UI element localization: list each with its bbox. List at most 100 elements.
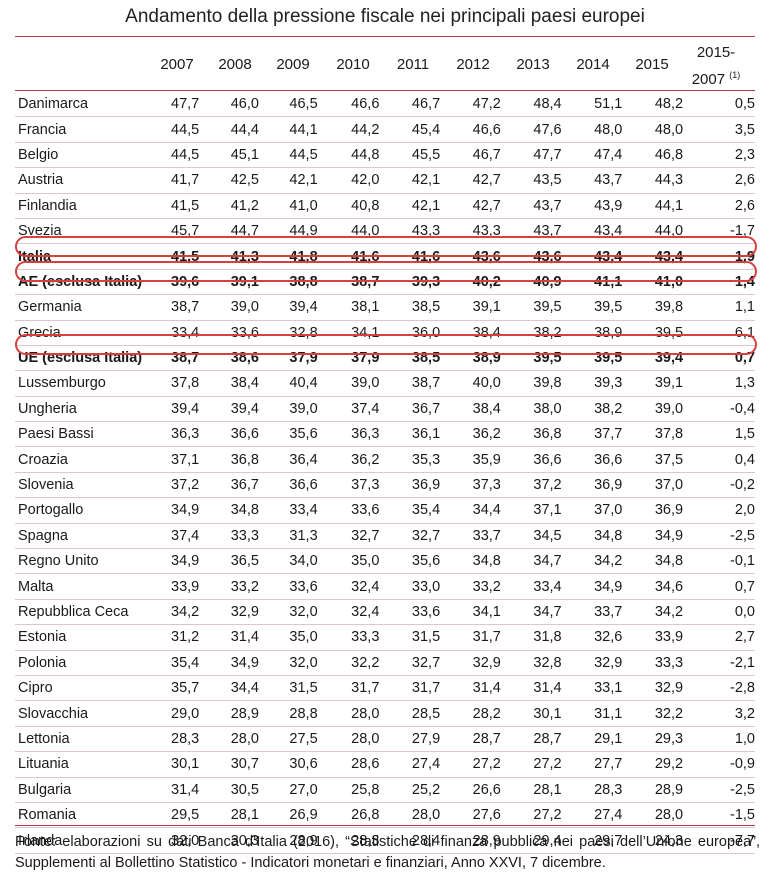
value-cell: 35,7 bbox=[143, 675, 200, 702]
country-cell: Bulgaria bbox=[15, 777, 144, 803]
value-cell: 44,0 bbox=[622, 218, 684, 245]
value-cell: 32,6 bbox=[561, 624, 623, 651]
value-cell: 39,4 bbox=[199, 396, 259, 423]
value-cell: 32,2 bbox=[622, 700, 684, 727]
year-header: 2015 bbox=[635, 56, 669, 73]
value-cell: 29,5 bbox=[143, 802, 200, 829]
value-cell: 30,7 bbox=[199, 751, 259, 778]
diff-cell: 0,5 bbox=[683, 92, 755, 118]
table-row: Lettonia 28,3 28,0 27,5 28,0 27,9 28,7 28,7 29,1… bbox=[15, 726, 755, 753]
country-cell: Francia bbox=[15, 116, 144, 143]
data-table: Danimarca 47,7 46,0 46,5 46,6 46,7 47,2 48,4 51,… bbox=[15, 92, 755, 854]
value-cell: 31,4 bbox=[199, 624, 259, 651]
value-cell: 46,8 bbox=[622, 142, 684, 169]
country-cell: Malta bbox=[15, 573, 144, 600]
country-cell: Estonia bbox=[15, 624, 144, 651]
value-cell: 36,2 bbox=[440, 421, 501, 448]
table-row: Lussemburgo 37,8 38,4 40,4 39,0 38,7 40,0 39,8 3… bbox=[15, 370, 755, 397]
country-cell: Cipro bbox=[15, 675, 144, 702]
table-row: Germania 38,7 39,0 39,4 38,1 38,5 39,1 39,5 39,5… bbox=[15, 294, 755, 321]
value-cell: 36,8 bbox=[500, 421, 562, 448]
value-cell: 42,0 bbox=[317, 167, 380, 194]
value-cell: 39,0 bbox=[199, 294, 259, 321]
value-cell: 38,1 bbox=[317, 294, 380, 321]
value-cell: 42,1 bbox=[379, 167, 441, 194]
value-cell: 36,1 bbox=[379, 421, 441, 448]
value-cell: 27,9 bbox=[379, 726, 441, 753]
value-cell: 31,1 bbox=[561, 700, 623, 727]
value-cell: 33,3 bbox=[199, 523, 259, 550]
value-cell: 38,4 bbox=[199, 370, 259, 397]
value-cell: 44,7 bbox=[199, 218, 259, 245]
value-cell: 32,4 bbox=[317, 573, 380, 600]
value-cell: 34,2 bbox=[143, 599, 200, 626]
value-cell: 39,8 bbox=[622, 294, 684, 321]
value-cell: 36,6 bbox=[500, 446, 562, 473]
country-cell: Repubblica Ceca bbox=[15, 599, 144, 626]
highlight-oval-ue bbox=[15, 334, 757, 355]
value-cell: 45,4 bbox=[379, 116, 441, 143]
value-cell: 43,3 bbox=[440, 218, 501, 245]
value-cell: 42,7 bbox=[440, 193, 501, 219]
diff-header-line2: 2007 (1) bbox=[691, 70, 741, 88]
diff-cell: 1,5 bbox=[683, 421, 755, 448]
value-cell: 31,4 bbox=[500, 675, 562, 702]
value-cell: 41,5 bbox=[143, 193, 200, 219]
country-cell: Slovenia bbox=[15, 472, 144, 499]
value-cell: 30,5 bbox=[199, 777, 259, 803]
value-cell: 32,0 bbox=[258, 650, 318, 676]
value-cell: 39,3 bbox=[561, 370, 623, 397]
diff-cell: 6,1 bbox=[683, 320, 755, 346]
value-cell: 33,7 bbox=[561, 599, 623, 626]
diff-cell: 0,7 bbox=[683, 573, 755, 600]
value-cell: 39,1 bbox=[440, 294, 501, 321]
value-cell: 38,4 bbox=[440, 396, 501, 423]
value-cell: 27,2 bbox=[500, 751, 562, 778]
value-cell: 29,7 bbox=[561, 827, 623, 854]
value-cell: 48,0 bbox=[622, 116, 684, 143]
value-cell: 43,7 bbox=[561, 167, 623, 194]
value-cell: 36,6 bbox=[199, 421, 259, 448]
value-cell: 36,6 bbox=[258, 472, 318, 499]
value-cell: 44,4 bbox=[199, 116, 259, 143]
value-cell: 42,5 bbox=[199, 167, 259, 194]
value-cell: 39,5 bbox=[622, 320, 684, 346]
table-row: Cipro 35,7 34,4 31,5 31,7 31,7 31,4 31,4 33,1 32,… bbox=[15, 675, 755, 702]
diff-cell: 0,7 bbox=[683, 345, 755, 372]
diff-cell: -0,1 bbox=[683, 548, 755, 575]
value-cell: 34,8 bbox=[622, 548, 684, 575]
diff-cell: -1,5 bbox=[683, 802, 755, 829]
value-cell: 39,1 bbox=[622, 370, 684, 397]
value-cell: 28,9 bbox=[622, 777, 684, 803]
value-cell: 30,6 bbox=[258, 751, 318, 778]
value-cell: 33,1 bbox=[561, 675, 623, 702]
year-header: 2010 bbox=[336, 56, 370, 73]
value-cell: 44,8 bbox=[317, 142, 380, 169]
value-cell: 37,0 bbox=[561, 497, 623, 524]
year-header: 2014 bbox=[576, 56, 610, 73]
country-cell: Romania bbox=[15, 802, 144, 829]
value-cell: 35,4 bbox=[143, 650, 200, 676]
value-cell: 34,1 bbox=[440, 599, 501, 626]
value-cell: 46,5 bbox=[258, 92, 318, 118]
value-cell: 37,1 bbox=[143, 446, 200, 473]
value-cell: 28,8 bbox=[258, 700, 318, 727]
value-cell: 43,5 bbox=[500, 167, 562, 194]
table-row: Bulgaria 31,4 30,5 27,0 25,8 25,2 26,6 28,1 28,3… bbox=[15, 777, 755, 803]
value-cell: 44,0 bbox=[317, 218, 380, 245]
value-cell: 37,8 bbox=[622, 421, 684, 448]
table-title: Andamento della pressione fiscale nei pr… bbox=[125, 6, 645, 27]
table-row: Romania 29,5 28,1 26,9 26,8 28,0 27,6 27,2 27,4 2… bbox=[15, 802, 755, 829]
diff-cell: -0,4 bbox=[683, 396, 755, 423]
value-cell: 42,1 bbox=[379, 193, 441, 219]
value-cell: 28,1 bbox=[500, 777, 562, 803]
value-cell: 33,7 bbox=[440, 523, 501, 550]
diff-header-line1: 2015- bbox=[696, 44, 736, 61]
table-row: Polonia 35,4 34,9 32,0 32,2 32,7 32,9 32,8 32,9 3… bbox=[15, 650, 755, 676]
value-cell: 36,6 bbox=[561, 446, 623, 473]
value-cell: 32,9 bbox=[561, 650, 623, 676]
value-cell: 32,8 bbox=[500, 650, 562, 676]
value-cell: 39,0 bbox=[317, 370, 380, 397]
value-cell: 31,8 bbox=[500, 624, 562, 651]
value-cell: 36,7 bbox=[199, 472, 259, 499]
